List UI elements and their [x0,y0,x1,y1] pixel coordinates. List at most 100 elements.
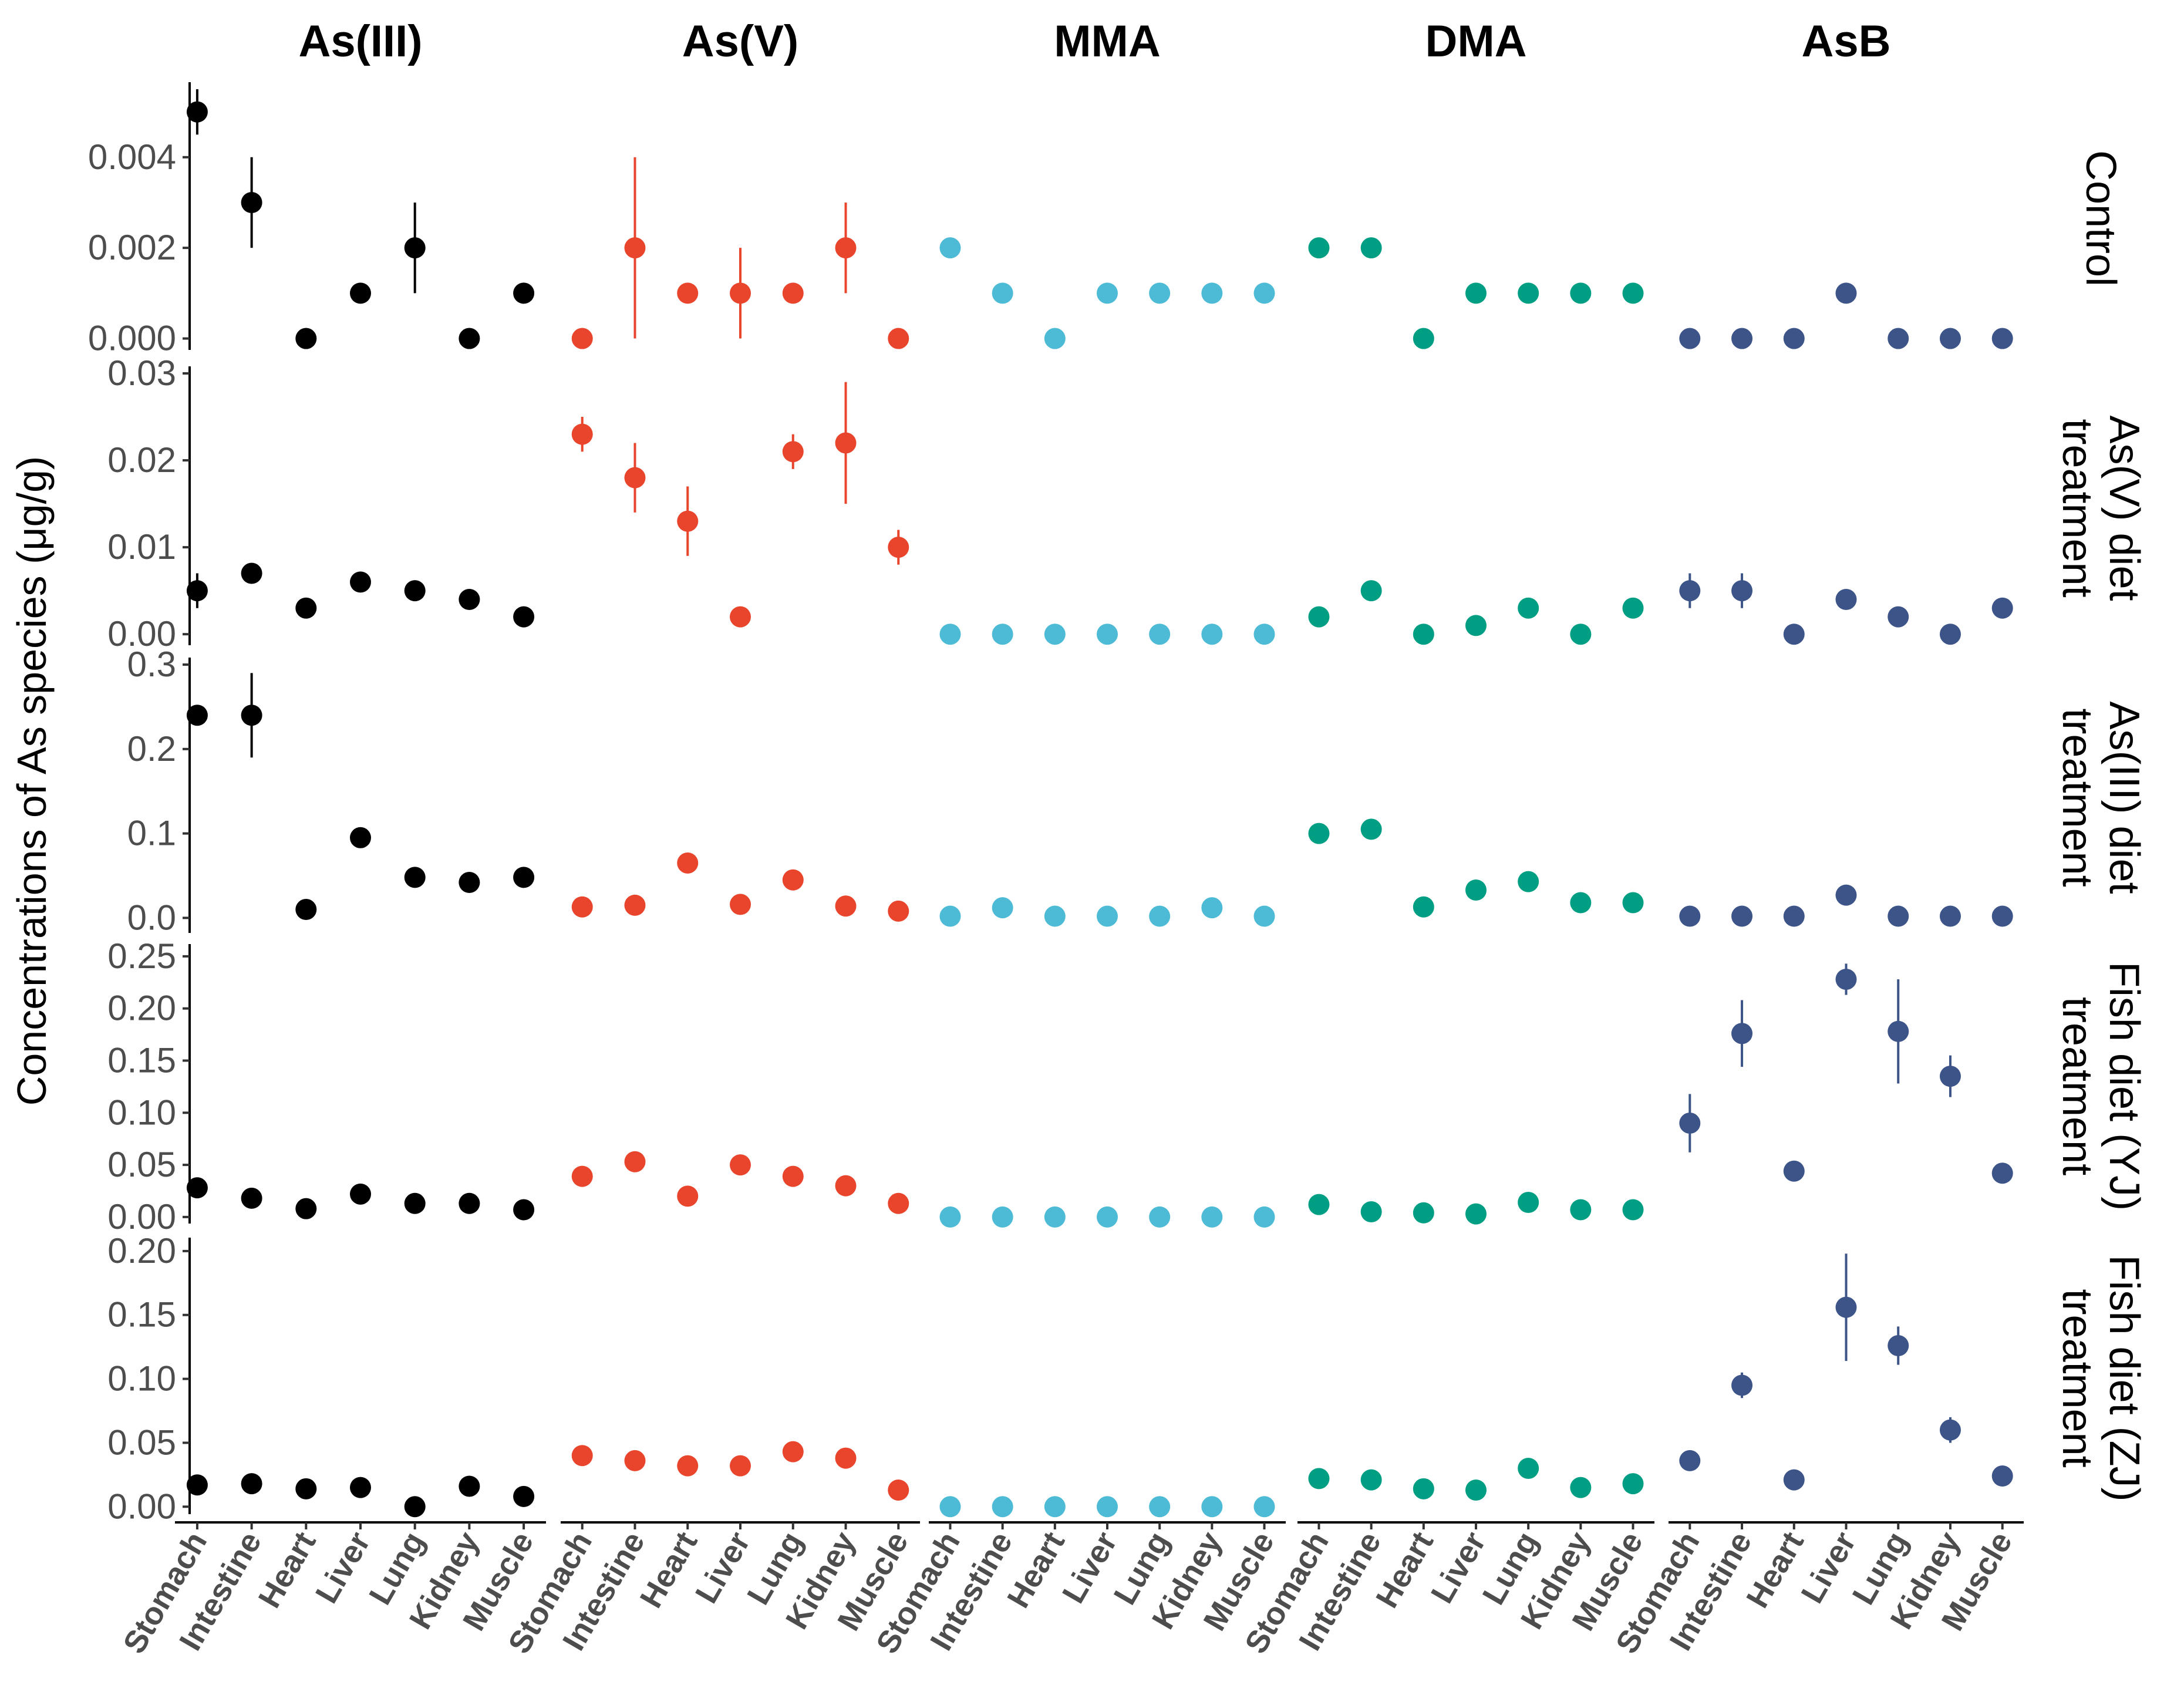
data-point [350,827,371,848]
data-point [1360,1201,1382,1223]
data-point [241,705,262,726]
data-point [1465,1203,1487,1225]
data-point [624,237,646,259]
data-point [1783,1469,1805,1491]
column-title: DMA [1425,16,1526,66]
data-point [1201,897,1223,919]
data-point [1835,968,1857,990]
data-point [1253,624,1275,645]
data-point [624,467,646,488]
data-point [1413,1202,1434,1224]
y-tick-label: 0.03 [107,353,176,393]
data-point [1465,615,1487,636]
data-point [1097,905,1118,927]
y-tick-label: 0.004 [88,137,176,177]
data-point [1939,1066,1961,1087]
data-point [1939,905,1961,927]
data-point [1360,1469,1382,1491]
data-point [939,624,961,645]
data-point [1360,580,1382,602]
data-point [1783,1160,1805,1182]
data-point [1991,597,2013,619]
column-title: MMA [1054,16,1161,66]
data-point [730,1455,751,1477]
data-point [1835,884,1857,906]
data-point [1149,282,1171,304]
data-point [1097,1206,1118,1228]
data-point [1413,328,1434,349]
data-point [939,1206,961,1228]
data-point [1308,606,1330,628]
y-tick-label: 0.3 [127,645,176,684]
data-point [835,1447,857,1469]
data-point [1783,905,1805,927]
data-point [1149,1206,1171,1228]
data-point [1518,1457,1539,1479]
data-point [459,872,480,894]
y-axis-title: Concentrations of As species (μg/g) [9,456,55,1106]
data-point [1570,282,1592,304]
row-label: treatment [2054,997,2101,1175]
data-point [624,1151,646,1172]
data-point [513,606,535,628]
data-point [1731,580,1753,602]
y-tick-label: 0.20 [107,989,176,1028]
y-tick-label: 0.0 [127,898,176,937]
data-point [888,1479,909,1501]
data-point [888,900,909,922]
data-point [1991,905,2013,927]
data-point [1679,328,1701,349]
data-point [571,896,593,918]
data-point [730,282,751,304]
data-point [835,432,857,454]
data-point [513,1485,535,1507]
y-tick-label: 0.002 [88,228,176,267]
data-point [513,867,535,888]
data-point [404,580,426,602]
data-point [1570,892,1592,914]
data-point [186,1177,208,1199]
data-point [888,537,909,558]
data-point [350,571,371,593]
data-point [992,897,1013,919]
data-point [241,191,262,213]
data-point [571,1165,593,1187]
data-point [1308,823,1330,844]
data-point [1253,282,1275,304]
data-point [513,282,535,304]
data-point [835,895,857,917]
y-tick-label: 0.10 [107,1093,176,1132]
data-point [1253,1206,1275,1228]
data-point [1939,624,1961,645]
data-point [295,899,317,921]
data-point [1253,1496,1275,1518]
data-point [459,588,480,610]
row-label: treatment [2054,419,2101,597]
y-tick-label: 0.000 [88,319,176,358]
y-tick-label: 0.00 [107,1487,176,1526]
data-point [1888,328,1909,349]
data-point [295,597,317,619]
data-point [350,282,371,304]
data-point [1783,624,1805,645]
data-point [1308,237,1330,259]
data-point [1888,1020,1909,1042]
y-tick-label: 0.00 [107,1197,176,1236]
data-point [1888,905,1909,927]
data-point [1413,624,1434,645]
data-point [513,1199,535,1221]
data-point [677,510,699,532]
data-point [1201,282,1223,304]
y-tick-label: 0.05 [107,1145,176,1184]
data-point [1731,328,1753,349]
data-point [1465,1479,1487,1501]
data-point [1097,282,1118,304]
data-point [459,1475,480,1497]
data-point [1622,282,1644,304]
data-point [1413,896,1434,918]
data-point [295,1198,317,1219]
data-point [1518,597,1539,619]
data-point [1044,905,1066,927]
data-point [624,1450,646,1471]
